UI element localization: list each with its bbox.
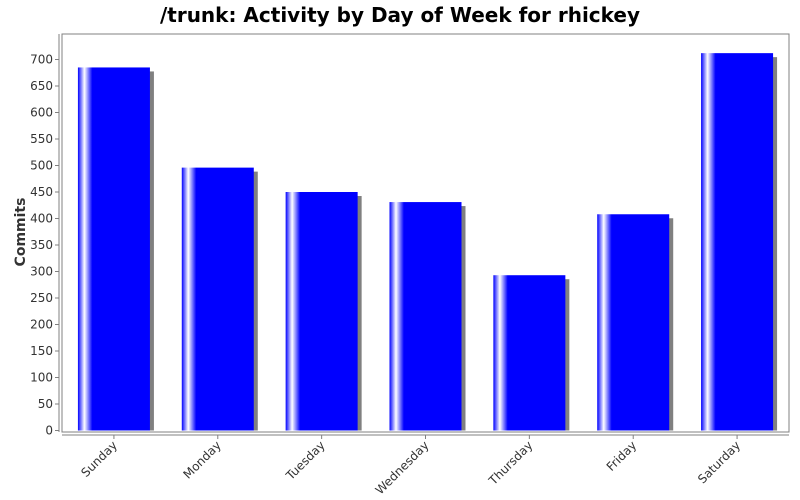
y-tick-label: 400 — [30, 212, 53, 226]
y-tick-label: 550 — [30, 132, 53, 146]
bar-sunday — [77, 67, 150, 431]
y-tick-label: 600 — [30, 106, 53, 120]
y-tick-label: 250 — [30, 291, 53, 305]
bar-saturday — [701, 53, 774, 431]
y-tick-label: 300 — [30, 265, 53, 279]
y-tick-label: 350 — [30, 238, 53, 252]
bar-monday — [181, 167, 254, 431]
bar-thursday — [493, 275, 566, 431]
y-tick-label: 0 — [45, 424, 53, 438]
x-tick-label: Friday — [604, 438, 640, 474]
y-tick-label: 150 — [30, 344, 53, 358]
x-tick-label: Saturday — [695, 438, 743, 486]
bar-friday — [597, 214, 670, 431]
y-tick-label: 700 — [30, 53, 53, 67]
x-tick-label: Wednesday — [373, 438, 432, 497]
x-tick-label: Monday — [181, 438, 224, 481]
y-tick-label: 500 — [30, 159, 53, 173]
y-tick-label: 50 — [38, 397, 53, 411]
y-tick-label: 100 — [30, 371, 53, 385]
x-tick-label: Tuesday — [283, 438, 328, 483]
y-axis-label: Commits — [13, 198, 29, 267]
y-tick-label: 200 — [30, 318, 53, 332]
x-tick-label: Sunday — [78, 438, 120, 480]
y-ticks: 0 50 100 150 200 250 300 350 400 450 500 550 600 650 7… — [30, 53, 59, 438]
bar-wednesday — [389, 202, 462, 431]
chart-title: /trunk: Activity by Day of Week for rhic… — [160, 3, 640, 27]
x-tick-label: Thursday — [485, 438, 535, 488]
bars — [77, 53, 774, 431]
y-tick-label: 450 — [30, 185, 53, 199]
bar-tuesday — [285, 192, 358, 431]
x-ticks: Sunday Monday Tuesday Wednesday Thursday Frid… — [78, 435, 743, 497]
y-tick-label: 650 — [30, 79, 53, 93]
